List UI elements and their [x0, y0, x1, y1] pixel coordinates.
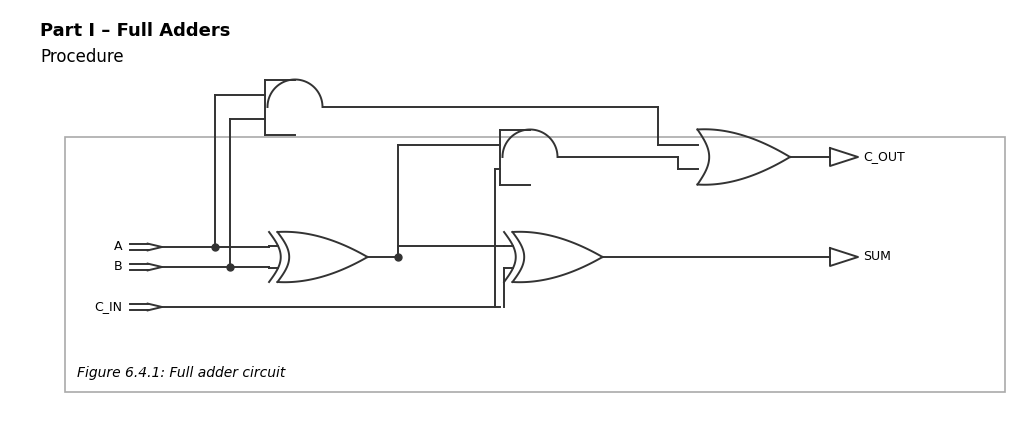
Text: A: A	[114, 241, 122, 254]
Text: SUM: SUM	[863, 251, 891, 263]
Text: C_OUT: C_OUT	[863, 151, 905, 163]
Text: Figure 6.4.1: Full adder circuit: Figure 6.4.1: Full adder circuit	[77, 366, 286, 380]
Text: Procedure: Procedure	[40, 48, 124, 66]
Text: B: B	[114, 260, 122, 273]
Text: Part I – Full Adders: Part I – Full Adders	[40, 22, 230, 40]
Bar	[65, 137, 1005, 392]
Text: C_IN: C_IN	[94, 300, 122, 314]
